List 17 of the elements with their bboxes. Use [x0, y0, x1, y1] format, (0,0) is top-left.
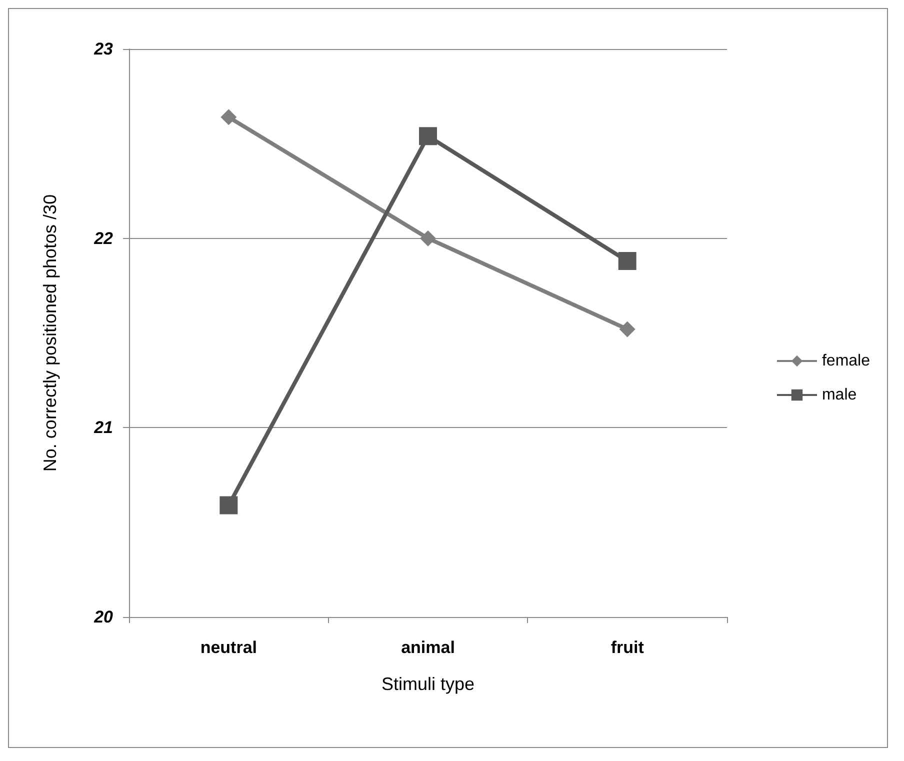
y-tick-label: 22 — [93, 228, 114, 248]
y-tick-label: 20 — [93, 608, 114, 626]
x-tick-label: neutral — [200, 638, 258, 657]
point — [618, 252, 636, 270]
point — [220, 496, 238, 514]
y-tick-label: 21 — [93, 418, 113, 438]
point — [619, 321, 636, 338]
y-axis-title: No. correctly positioned photos /30 — [40, 194, 60, 472]
point — [420, 230, 436, 246]
y-tick-label: 23 — [93, 40, 114, 58]
legend-label: female — [822, 352, 870, 370]
point — [220, 109, 237, 126]
x-tick-label: fruit — [610, 638, 644, 657]
point — [419, 127, 437, 146]
legend-label: male — [822, 386, 857, 404]
x-tick-label: animal — [401, 638, 455, 657]
x-axis-title: Stimuli type — [381, 674, 475, 694]
